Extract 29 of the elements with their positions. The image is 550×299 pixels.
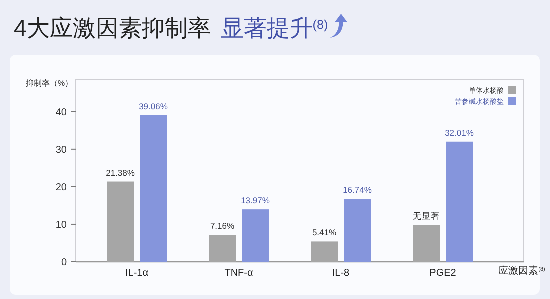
y-tick-label: 30 xyxy=(56,144,68,156)
x-tick-label: PGE2 xyxy=(430,268,457,279)
bar xyxy=(209,235,236,262)
data-label: 5.41% xyxy=(312,228,337,238)
data-label: 16.74% xyxy=(343,185,372,196)
x-tick-label: IL-8 xyxy=(332,268,350,279)
bar xyxy=(413,225,440,262)
y-tick-label: 40 xyxy=(56,107,68,118)
y-tick-label: 20 xyxy=(56,182,68,194)
data-label: 无显著 xyxy=(413,211,440,222)
y-axis-title: 抑制率（%） xyxy=(26,79,74,88)
y-tick-label: 10 xyxy=(56,220,68,231)
chart-subtitle: 显著提升$^{(8)}$ xyxy=(220,15,328,41)
bar xyxy=(107,182,134,262)
bar xyxy=(344,199,371,262)
bar xyxy=(140,115,167,262)
data-label: 39.06% xyxy=(139,101,168,112)
x-axis-title: 应激因素$^{(8)}$ xyxy=(498,265,546,277)
x-tick-label: IL-1α xyxy=(125,268,149,279)
x-tick-label: TNF-α xyxy=(224,268,254,279)
data-label: 32.01% xyxy=(445,128,474,138)
bar xyxy=(242,210,269,262)
data-label: 13.97% xyxy=(241,196,270,206)
bar xyxy=(446,142,473,262)
data-label: 7.16% xyxy=(210,221,235,232)
data-label: 21.38% xyxy=(106,168,136,178)
chart-title: 4大应激因素抑制率 xyxy=(14,15,211,41)
y-tick-label: 0 xyxy=(61,258,68,268)
bar xyxy=(311,242,338,262)
